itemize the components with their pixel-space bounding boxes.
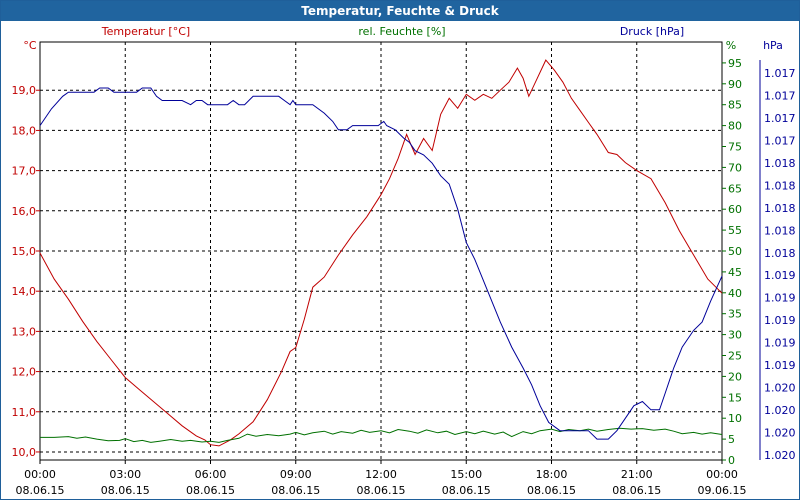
pressure-tick-label: 1.020 <box>764 449 796 462</box>
pressure-tick-label: 1.017 <box>764 67 796 80</box>
humidity-unit-label: % <box>726 39 736 52</box>
humidity-tick-label: 75 <box>728 141 742 154</box>
humidity-tick-label: 40 <box>728 287 742 300</box>
pressure-unit-label: hPa <box>763 39 783 52</box>
pressure-series-label: Druck [hPa] <box>620 25 684 38</box>
humidity-tick-label: 85 <box>728 99 742 112</box>
series-lines <box>39 59 723 447</box>
pressure-tick-label: 1.017 <box>764 89 796 102</box>
humidity-tick-label: 90 <box>728 78 742 91</box>
pressure-tick-label: 1.019 <box>764 269 796 282</box>
x-tick-time-label: 12:00 <box>365 468 397 481</box>
temperature-tick-label: 18,0 <box>12 124 37 137</box>
pressure-tick-label: 1.017 <box>764 112 796 125</box>
temperature-series-label: Temperatur [°C] <box>101 25 190 38</box>
x-tick-time-label: 06:00 <box>195 468 227 481</box>
humidity-tick-label: 20 <box>728 370 742 383</box>
pressure-tick-label: 1.019 <box>764 314 796 327</box>
x-tick-time-label: 15:00 <box>450 468 482 481</box>
pressure-tick-label: 1.020 <box>764 427 796 440</box>
x-tick-date-label: 08.06.15 <box>357 484 406 497</box>
temperature-tick-label: 13,0 <box>12 325 37 338</box>
pressure-axis: hPa Druck [hPa] 1.017 1.017 1.017 1.017 1.01… <box>620 25 796 462</box>
x-tick-date-label: 08.06.15 <box>612 484 661 497</box>
humidity-tick-label: 95 <box>728 57 742 70</box>
pressure-tick-label: 1.020 <box>764 382 796 395</box>
pressure-tick-label: 1.019 <box>764 359 796 372</box>
humidity-tick-label: 30 <box>728 329 742 342</box>
humidity-tick-label: 35 <box>728 308 742 321</box>
humidity-tick-label: 5 <box>728 433 735 446</box>
humidity-tick-label: 15 <box>728 391 742 404</box>
humidity-tick-label: 10 <box>728 412 742 425</box>
pressure-tick-label: 1.018 <box>764 202 796 215</box>
pressure-tick-label: 1.020 <box>764 404 796 417</box>
humidity-tick-label: 80 <box>728 120 742 133</box>
x-tick-date-label: 08.06.15 <box>442 484 491 497</box>
chart-title: Temperatur, Feuchte & Druck <box>1 1 799 21</box>
humidity-tick-label: 0 <box>728 454 735 467</box>
pressure-tick-label: 1.017 <box>764 134 796 147</box>
x-tick-time-label: 03:00 <box>109 468 141 481</box>
pressure-tick-label: 1.019 <box>764 292 796 305</box>
x-tick-date-label: 08.06.15 <box>271 484 320 497</box>
pressure-tick-label: 1.019 <box>764 337 796 350</box>
x-tick-time-label: 21:00 <box>621 468 653 481</box>
humidity-axis: % rel. Feuchte [%] 0 5 10 15 20 25 30 35 40 45 50 5… <box>358 25 742 467</box>
x-tick-time-label: 00:00 <box>706 468 738 481</box>
temperature-axis: °C Temperatur [°C] 10,0 11,0 12,0 13,0 14,0 1… <box>12 25 191 459</box>
x-tick-time-label: 18:00 <box>536 468 568 481</box>
pressure-line <box>39 87 723 440</box>
humidity-tick-label: 65 <box>728 182 742 195</box>
x-tick-date-label: 08.06.15 <box>16 484 65 497</box>
grid <box>39 41 723 461</box>
x-tick-date-label: 09.06.15 <box>698 484 747 497</box>
time-axis: 00:00 08.06.15 03:00 08.06.15 06:00 08.06.15 0… <box>16 460 747 497</box>
humidity-series-label: rel. Feuchte [%] <box>358 25 445 38</box>
x-tick-date-label: 08.06.15 <box>186 484 235 497</box>
humidity-tick-label: 25 <box>728 350 742 363</box>
pressure-tick-label: 1.018 <box>764 179 796 192</box>
temperature-unit-label: °C <box>23 39 37 52</box>
humidity-tick-label: 45 <box>728 266 742 279</box>
temperature-tick-label: 19,0 <box>12 84 37 97</box>
pressure-tick-label: 1.018 <box>764 247 796 260</box>
pressure-tick-label: 1.018 <box>764 224 796 237</box>
temperature-tick-label: 15,0 <box>12 245 37 258</box>
x-tick-date-label: 08.06.15 <box>101 484 150 497</box>
temperature-tick-label: 11,0 <box>12 406 37 419</box>
temperature-tick-label: 16,0 <box>12 205 37 218</box>
temperature-tick-label: 12,0 <box>12 366 37 379</box>
humidity-tick-label: 60 <box>728 203 742 216</box>
temperature-tick-label: 14,0 <box>12 285 37 298</box>
pressure-tick-label: 1.018 <box>764 157 796 170</box>
temperature-tick-label: 17,0 <box>12 165 37 178</box>
temperature-line <box>39 59 723 447</box>
humidity-tick-label: 55 <box>728 224 742 237</box>
humidity-tick-label: 50 <box>728 245 742 258</box>
x-tick-time-label: 00:00 <box>24 468 56 481</box>
humidity-line <box>40 427 723 443</box>
x-tick-date-label: 08.06.15 <box>527 484 576 497</box>
humidity-tick-label: 70 <box>728 161 742 174</box>
x-tick-time-label: 09:00 <box>280 468 312 481</box>
temperature-tick-label: 10,0 <box>12 446 37 459</box>
